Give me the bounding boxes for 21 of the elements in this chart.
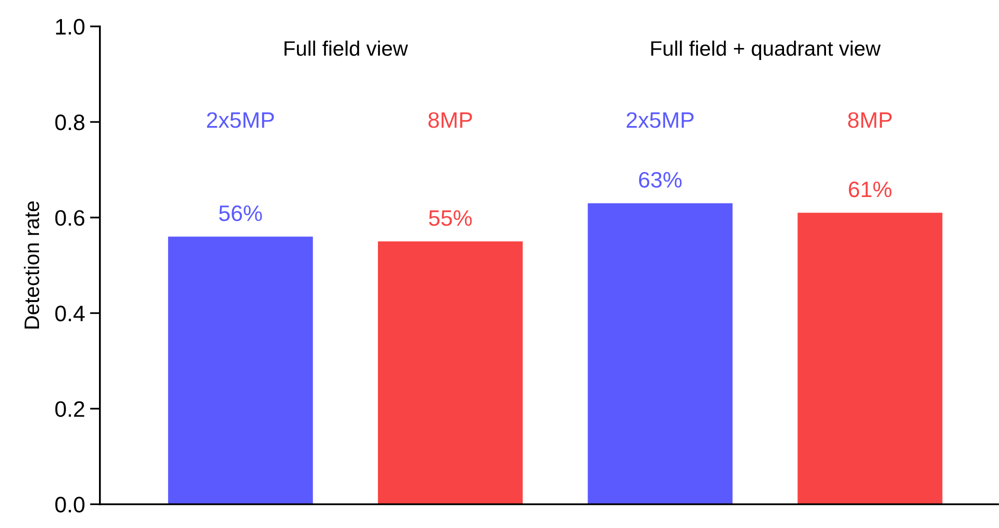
- x-tick-label: 8MP: [428, 112, 472, 128]
- bar: [168, 236, 313, 504]
- x-tick-label: 8MP: [848, 112, 892, 128]
- x-tick-label: 2x5MP: [626, 112, 694, 128]
- bar: [378, 241, 523, 504]
- y-tick-label: 0.8: [55, 114, 84, 130]
- x-tick-label: 2x5MP: [207, 112, 274, 128]
- y-tick-label: 0.0: [55, 496, 84, 513]
- data-label: 55%: [428, 210, 472, 226]
- y-axis-title: Detection rate: [24, 201, 40, 328]
- data-label: 61%: [848, 182, 892, 198]
- data-label: 56%: [219, 205, 262, 222]
- y-tick-label: 0.2: [55, 401, 84, 417]
- bar: [588, 203, 733, 504]
- data-label: 63%: [639, 172, 682, 188]
- y-tick-label: 1.0: [56, 18, 84, 35]
- annotation: Full field + quadrant view: [651, 40, 881, 60]
- annotation: Full field view: [284, 40, 408, 56]
- y-tick-label: 0.4: [55, 306, 85, 322]
- y-tick-label: 0.6: [55, 210, 84, 226]
- bar: [798, 212, 942, 504]
